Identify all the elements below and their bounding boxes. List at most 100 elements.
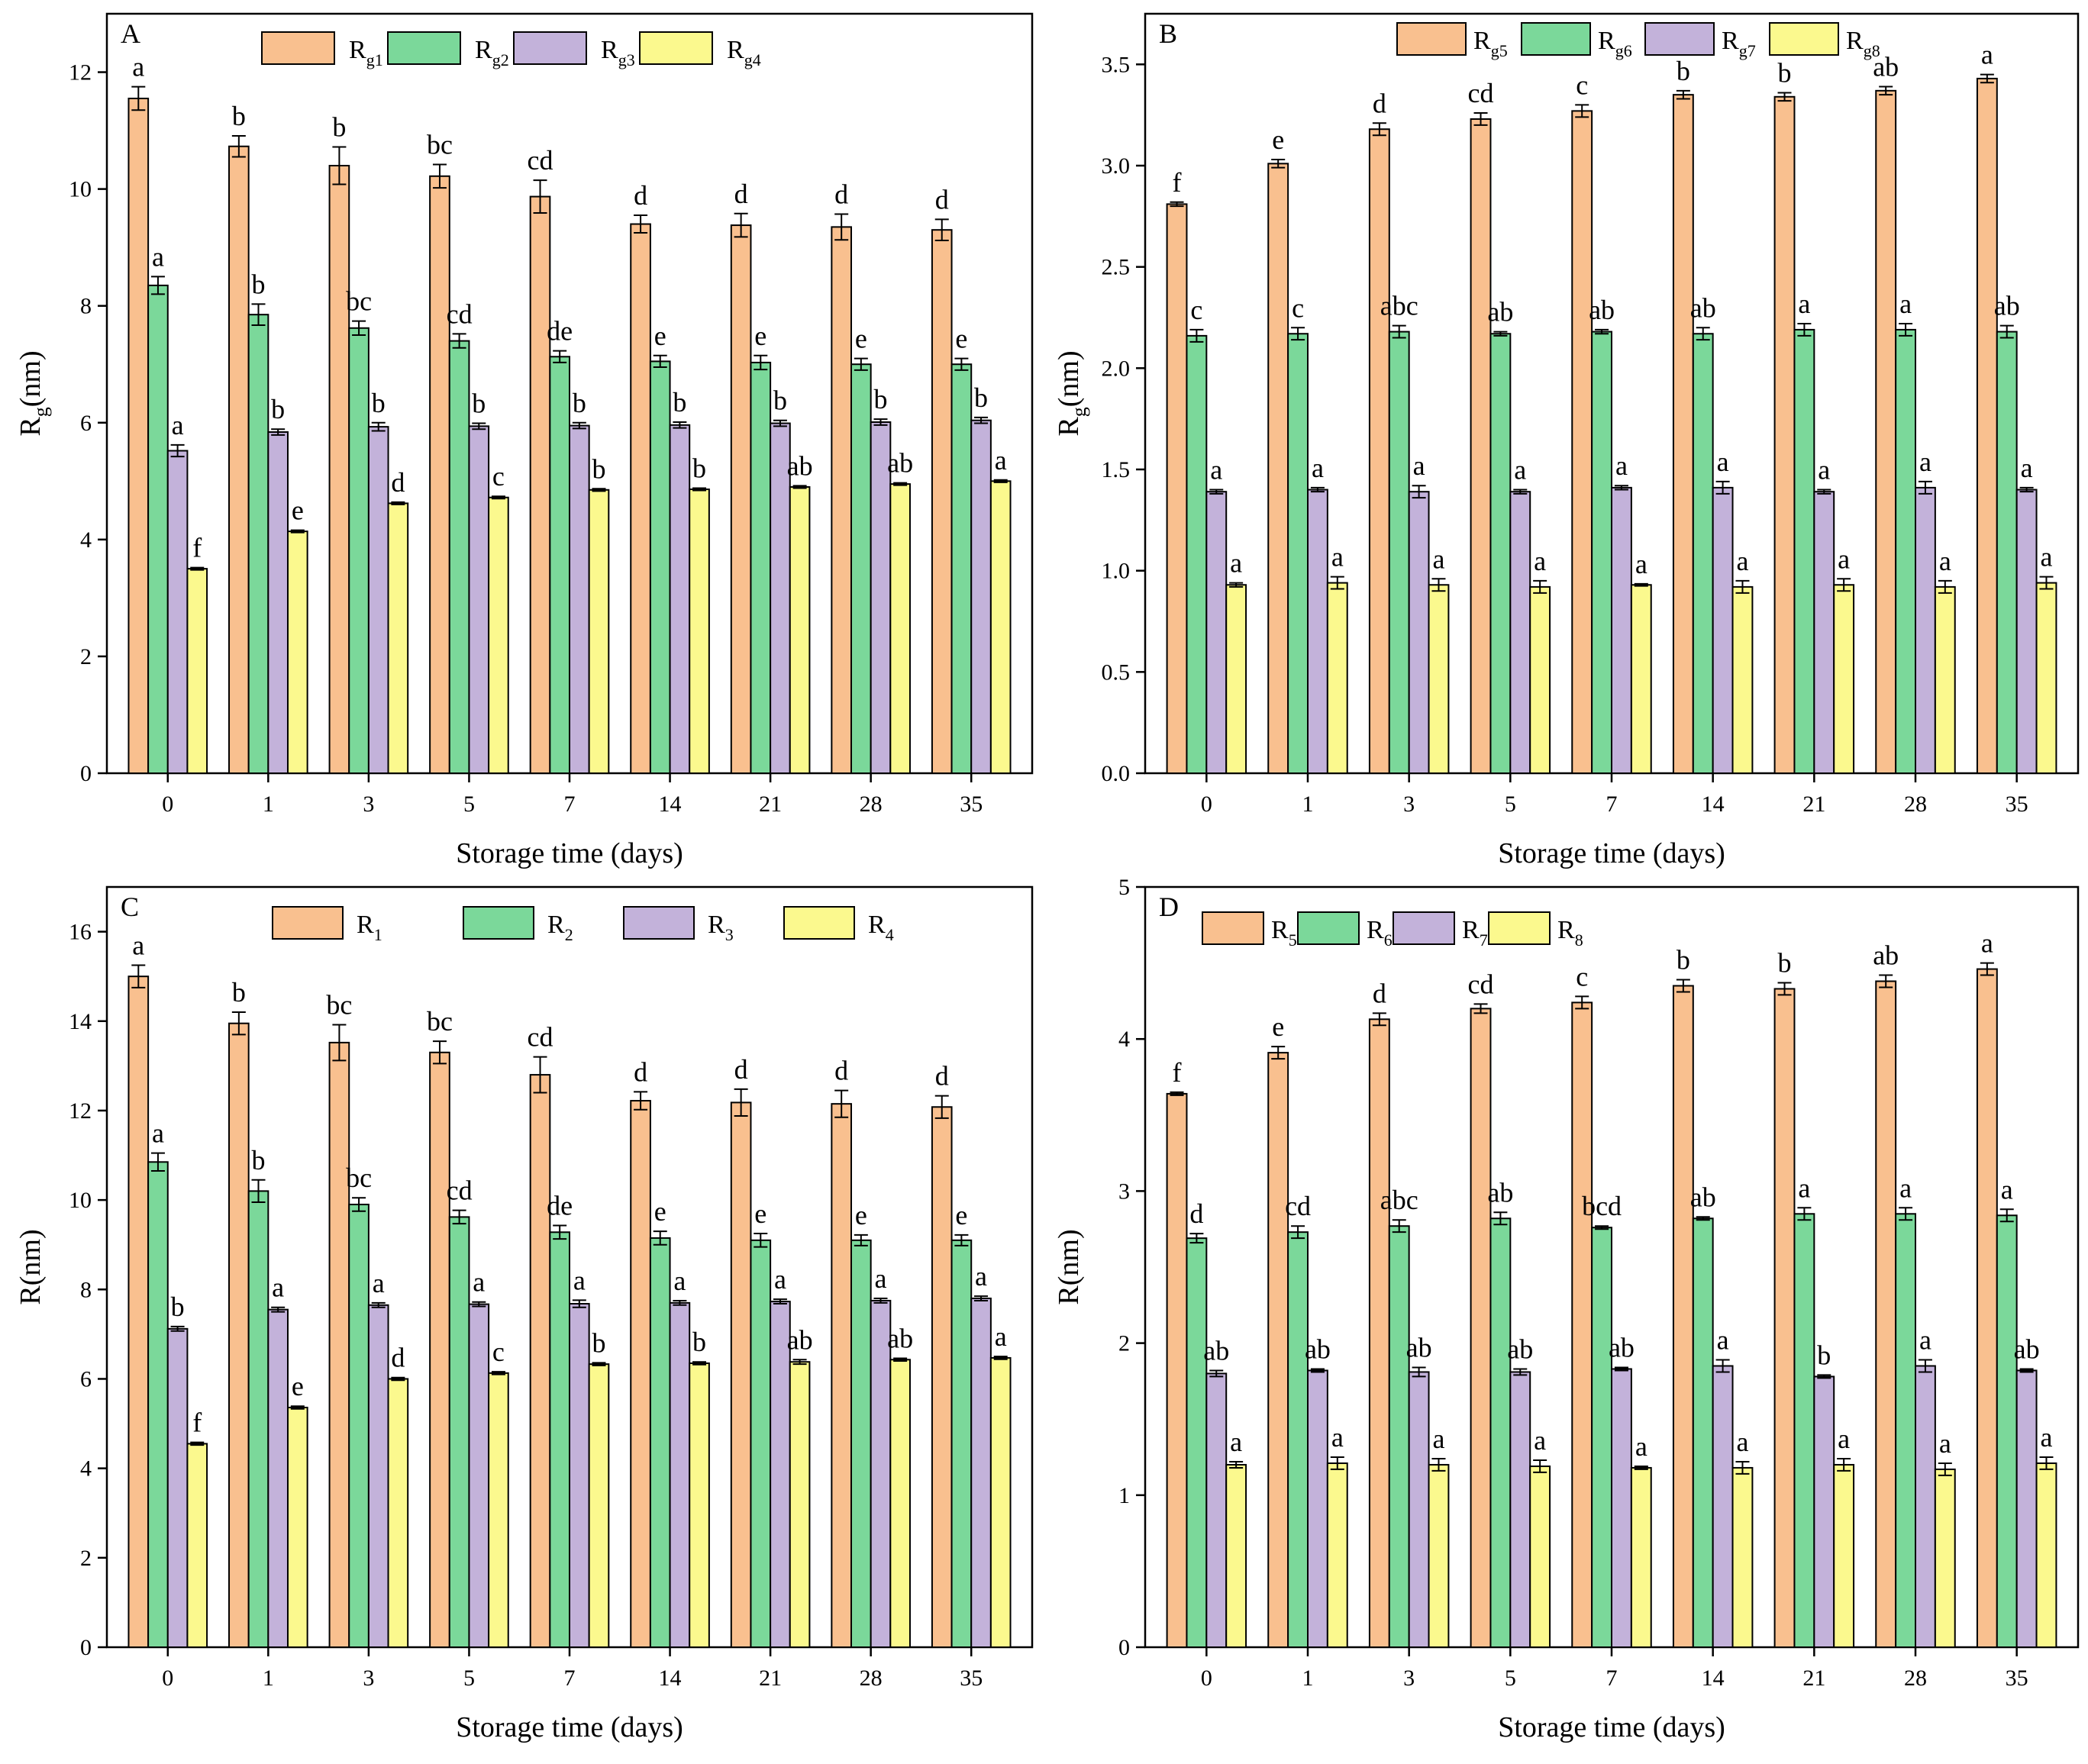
bar bbox=[1793, 328, 1815, 775]
legend-swatch bbox=[639, 31, 713, 65]
bar bbox=[1326, 582, 1348, 774]
significance-letter: a bbox=[1981, 40, 1993, 70]
legend-label-sub: 4 bbox=[886, 925, 894, 944]
bar bbox=[1428, 584, 1450, 774]
bar bbox=[529, 1074, 551, 1648]
y-tick-label: 1 bbox=[1118, 1483, 1130, 1508]
significance-letter: cd bbox=[528, 1022, 553, 1053]
bar bbox=[1630, 1466, 1652, 1648]
x-tick-label: 35 bbox=[960, 792, 983, 817]
bar bbox=[1611, 486, 1632, 774]
bar bbox=[669, 1301, 691, 1649]
y-tick-label: 3.5 bbox=[1102, 52, 1131, 77]
bar bbox=[1976, 77, 1998, 774]
significance-letter: bc bbox=[346, 1163, 372, 1193]
x-axis-title: Storage time (days) bbox=[456, 837, 683, 869]
significance-letter: cd bbox=[447, 298, 473, 329]
bar bbox=[669, 424, 691, 774]
significance-letter: b bbox=[252, 1145, 266, 1175]
legend-label-sub: g1 bbox=[366, 50, 383, 69]
bar bbox=[1692, 1217, 1714, 1648]
significance-letter: a bbox=[1230, 1427, 1242, 1457]
significance-letter: b bbox=[573, 388, 586, 418]
bar bbox=[1408, 1371, 1430, 1648]
bar bbox=[267, 1308, 289, 1648]
legend-swatch bbox=[261, 31, 335, 65]
significance-letter: cd bbox=[1285, 1191, 1311, 1221]
y-tick-label: 0.5 bbox=[1102, 659, 1131, 685]
significance-letter: b bbox=[1778, 57, 1792, 88]
significance-letter: ab bbox=[887, 448, 913, 479]
y-tick-label: 0.0 bbox=[1102, 761, 1131, 786]
bar bbox=[1509, 491, 1531, 774]
bar bbox=[831, 1103, 853, 1648]
panel-label: D bbox=[1159, 892, 1179, 922]
bar bbox=[950, 363, 973, 774]
legend-swatch bbox=[1644, 22, 1715, 56]
significance-letter: a bbox=[1899, 289, 1912, 319]
significance-letter: b bbox=[1817, 1340, 1831, 1370]
significance-letter: e bbox=[292, 1371, 304, 1401]
significance-letter: e bbox=[654, 1196, 666, 1227]
bar bbox=[1489, 1217, 1512, 1648]
panel-label: B bbox=[1159, 18, 1177, 49]
legend-swatch bbox=[1521, 22, 1591, 56]
significance-letter: b bbox=[673, 387, 686, 418]
significance-letter: b bbox=[252, 269, 266, 299]
legend-swatch bbox=[513, 31, 587, 65]
bar bbox=[488, 1372, 509, 1648]
y-tick-label: 5 bbox=[1118, 875, 1130, 900]
bar bbox=[1267, 1052, 1289, 1649]
significance-letter: a bbox=[1717, 1325, 1729, 1356]
significance-letter: a bbox=[1615, 450, 1628, 481]
significance-letter: c bbox=[1576, 69, 1588, 100]
bar bbox=[348, 327, 370, 774]
legend-label-sub: g4 bbox=[744, 50, 761, 69]
bar bbox=[549, 1231, 571, 1648]
bar bbox=[1225, 584, 1247, 774]
significance-letter: f bbox=[192, 533, 202, 563]
significance-letter: a bbox=[1736, 546, 1748, 576]
significance-letter: e bbox=[1272, 1011, 1284, 1042]
significance-letter: b bbox=[1677, 945, 1690, 976]
bar bbox=[1368, 128, 1390, 775]
bar bbox=[1470, 1008, 1492, 1648]
significance-letter: a bbox=[1331, 1422, 1344, 1453]
legend-label-sub: g8 bbox=[1864, 41, 1880, 60]
significance-letter: b bbox=[1677, 56, 1690, 86]
significance-letter: a bbox=[1432, 543, 1444, 574]
bar bbox=[931, 229, 953, 774]
panel-label: A bbox=[121, 18, 140, 49]
bar bbox=[1225, 1463, 1247, 1648]
bar bbox=[1833, 1463, 1855, 1648]
legend-swatch bbox=[1396, 22, 1467, 56]
significance-letter: a bbox=[2001, 1174, 2013, 1204]
significance-letter: ab bbox=[787, 450, 813, 481]
y-axis-title-unit: (nm) bbox=[15, 350, 47, 407]
bar bbox=[1591, 1227, 1612, 1648]
significance-letter: ab bbox=[1589, 295, 1615, 325]
bar bbox=[247, 1190, 269, 1648]
y-tick-label: 1.5 bbox=[1102, 457, 1131, 482]
legend-label: Rg1 bbox=[349, 36, 383, 69]
significance-letter: ab bbox=[887, 1324, 913, 1354]
y-axis-title-sub: g bbox=[30, 407, 52, 417]
significance-letter: b bbox=[332, 112, 346, 143]
bar bbox=[267, 431, 289, 774]
bar bbox=[1186, 1237, 1208, 1648]
x-tick-label: 0 bbox=[1201, 1666, 1212, 1691]
bar bbox=[1630, 584, 1652, 774]
bar bbox=[286, 1406, 308, 1648]
significance-letter: a bbox=[1736, 1427, 1748, 1457]
significance-letter: a bbox=[1534, 1425, 1546, 1456]
significance-letter: a bbox=[975, 1261, 987, 1292]
significance-letter: a bbox=[995, 445, 1007, 476]
bar bbox=[970, 1298, 992, 1648]
significance-letter: b bbox=[692, 453, 706, 483]
legend-label-sub: 3 bbox=[725, 925, 734, 944]
bar bbox=[831, 226, 853, 775]
significance-letter: b bbox=[773, 385, 787, 416]
significance-letter: b bbox=[873, 384, 887, 414]
significance-letter: a bbox=[1798, 289, 1810, 319]
